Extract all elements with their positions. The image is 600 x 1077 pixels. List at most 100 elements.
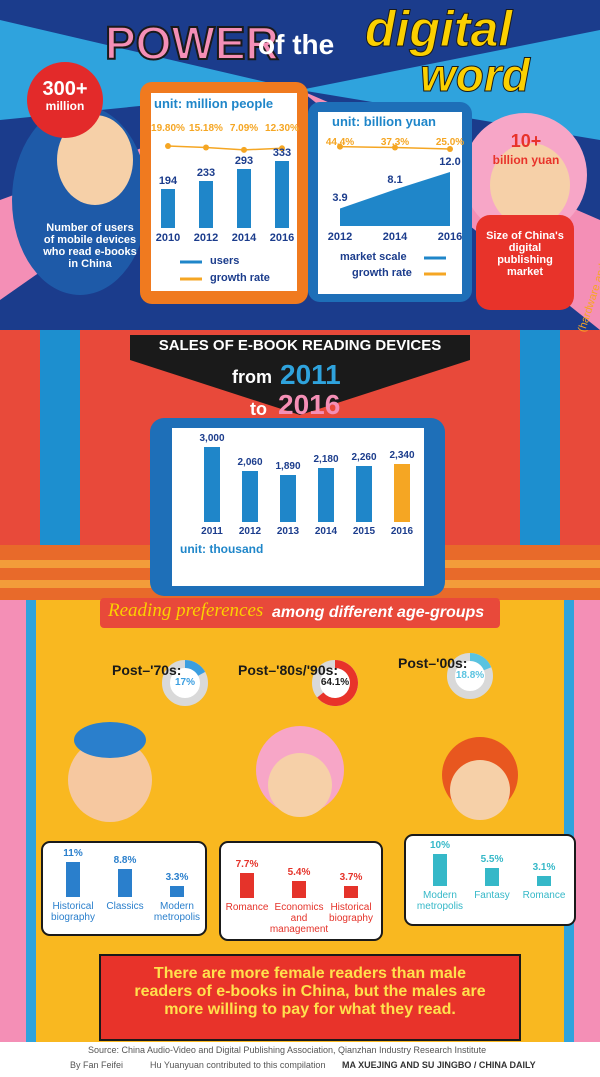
value-label: 293 — [234, 155, 254, 168]
x-tick-label: Romance — [225, 902, 269, 913]
banner-start: 2011 — [280, 359, 341, 390]
x-tick-label: Economics and management — [269, 902, 329, 935]
bar — [275, 161, 289, 228]
donut-value: 64.1% — [320, 677, 350, 688]
value-label: 3.3% — [165, 872, 189, 884]
value-label: 12.0 — [439, 156, 461, 168]
growth-dot — [279, 145, 285, 152]
banner-end: 2016 — [278, 389, 341, 420]
x-tick-label: 2012 — [193, 232, 219, 244]
chart-unit: unit: thousand — [180, 542, 264, 556]
x-tick-label: 2013 — [276, 526, 300, 537]
x-tick-label: Modern metropolis — [153, 901, 201, 923]
x-tick-label: 2012 — [327, 231, 353, 243]
donut-slice — [317, 660, 358, 706]
x-tick-label: 2016 — [437, 231, 463, 243]
right-badge-unit: billion yuan — [492, 153, 560, 167]
donut-label: Post–'00s: — [398, 655, 468, 671]
chart-unit: unit: billion yuan — [332, 114, 436, 129]
bar — [237, 169, 251, 228]
banner-title: SALES OF E-BOOK READING DEVICES — [158, 337, 442, 354]
preferences-title-1: Reading preferences — [108, 600, 264, 621]
bar — [356, 465, 372, 522]
title-word: word — [420, 49, 531, 101]
value-label: 2,060 — [237, 456, 263, 468]
growth-line — [167, 145, 283, 151]
source: Source: China Audio-Video and Digital Pu… — [88, 1045, 487, 1055]
x-tick-label: 2015 — [352, 526, 376, 537]
badge-unit: million — [45, 99, 85, 113]
bar — [242, 470, 258, 522]
x-tick-label: Classics — [106, 901, 144, 912]
donut-label: Post–'70s: — [112, 662, 182, 678]
growth-label: 7.09% — [229, 123, 259, 134]
x-tick-label: 2014 — [231, 232, 257, 244]
x-tick-label: Fantasy — [474, 890, 510, 901]
value-label: 233 — [196, 167, 216, 180]
banner-to: to — [250, 399, 267, 419]
bar — [433, 854, 447, 886]
value-label: 2,180 — [313, 453, 339, 465]
bar — [240, 873, 254, 898]
bar — [318, 467, 334, 522]
x-tick-label: 2011 — [201, 526, 223, 537]
donut-label: Post–'80s/'90s: — [238, 662, 339, 678]
growth-label: 12.30% — [265, 123, 299, 134]
bar — [485, 868, 499, 886]
x-tick-label: Historical biography — [329, 902, 373, 924]
bar — [199, 181, 213, 228]
growth-label: 15.18% — [189, 123, 223, 134]
value-label: 3.7% — [339, 872, 363, 884]
value-label: 3,000 — [199, 433, 225, 444]
title-digital: digital — [364, 1, 513, 57]
value-label: 5.4% — [287, 866, 311, 878]
legend-label: growth rate — [352, 267, 412, 279]
preferences-title-2: among different age-groups — [272, 604, 485, 621]
value-label: 333 — [272, 147, 292, 160]
x-tick-label: Historical biography — [51, 901, 95, 923]
value-label: 2,260 — [351, 451, 377, 463]
x-tick-label: 2016 — [390, 526, 414, 537]
x-tick-label: 2014 — [314, 526, 338, 537]
bar — [170, 886, 184, 897]
value-label: 8.8% — [113, 854, 137, 866]
growth-dot — [392, 144, 398, 151]
credit-author: By Fan Feifei — [70, 1060, 124, 1070]
bar — [118, 868, 132, 897]
bar — [394, 463, 410, 522]
bar — [161, 189, 175, 228]
value-label: 10% — [429, 840, 450, 851]
value-label: 194 — [158, 175, 178, 188]
bar — [280, 474, 296, 522]
bar — [204, 447, 220, 522]
growth-label: 37.3% — [380, 137, 410, 148]
legend-label: growth rate — [210, 272, 270, 284]
x-tick-label: 2010 — [155, 232, 181, 244]
title-of-the: of the — [258, 29, 335, 60]
credit-contributor: Hu Yuanyuan contributed to this compilat… — [150, 1060, 326, 1070]
growth-dot — [241, 146, 247, 153]
donut-value: 17% — [174, 677, 195, 688]
bar — [292, 880, 306, 898]
chart-unit: unit: million people — [154, 96, 274, 111]
x-tick-label: 2016 — [269, 232, 295, 244]
title-power: POWER — [104, 17, 280, 69]
donut-slice — [469, 653, 492, 671]
donut-value: 18.8% — [455, 670, 485, 681]
donut-slice — [184, 660, 206, 677]
value-label: 2,340 — [389, 449, 415, 461]
x-tick-label: 2012 — [238, 526, 262, 537]
badge-value: 300+ — [42, 78, 88, 100]
legend-label: market scale — [340, 251, 407, 263]
bar — [537, 876, 551, 886]
value-label: 1,890 — [275, 460, 301, 472]
x-tick-label: 2014 — [382, 231, 408, 243]
growth-dot — [203, 144, 209, 151]
x-tick-label: Modern metropolis — [416, 890, 464, 912]
message: There are more female readers than male … — [134, 965, 486, 1018]
growth-dot — [165, 143, 171, 150]
value-label: 3.9 — [332, 192, 348, 205]
